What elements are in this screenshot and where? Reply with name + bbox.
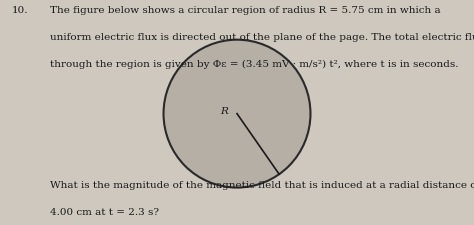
Text: through the region is given by Φε = (3.45 mV · m/s²) t², where t is in seconds.: through the region is given by Φε = (3.4… [50,60,458,69]
Text: What is the magnitude of the magnetic field that is induced at a radial distance: What is the magnitude of the magnetic fi… [50,181,474,190]
Text: R: R [220,107,228,116]
Text: The figure below shows a circular region of radius R = 5.75 cm in which a: The figure below shows a circular region… [50,6,440,15]
Ellipse shape [164,40,310,188]
Text: 4.00 cm at t = 2.3 s?: 4.00 cm at t = 2.3 s? [50,208,159,217]
Text: uniform electric flux is directed out of the plane of the page. The total electr: uniform electric flux is directed out of… [50,33,474,42]
Text: 10.: 10. [12,6,28,15]
